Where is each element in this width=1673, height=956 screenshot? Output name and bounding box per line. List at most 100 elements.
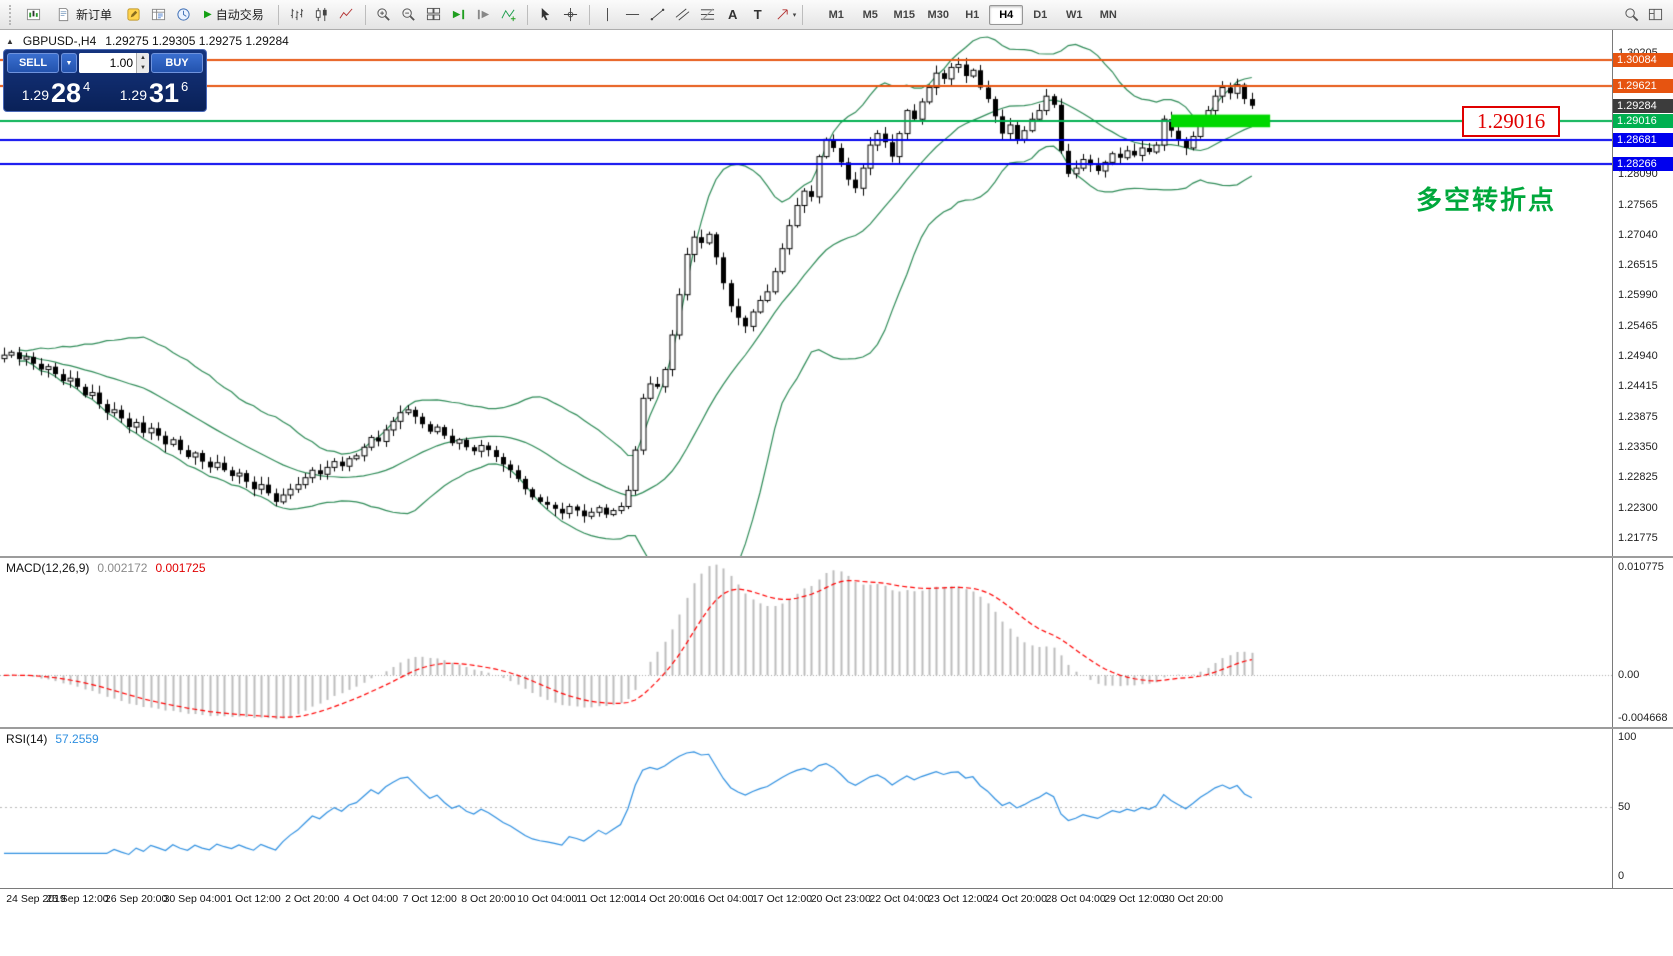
- indicator-scale-label: 100: [1618, 731, 1637, 743]
- shapes-dropdown-caret[interactable]: ▾: [792, 11, 797, 19]
- rsi-value: 57.2559: [55, 732, 99, 746]
- bid-price[interactable]: 1.29 28 4: [7, 78, 105, 108]
- time-tick-label: 28 Oct 04:00: [1045, 893, 1106, 905]
- main-chart-canvas[interactable]: [0, 30, 1612, 556]
- price-tick: 1.28090: [1618, 168, 1658, 181]
- rsi-panel: RSI(14) 57.2559 100 50 0: [0, 729, 1673, 888]
- time-tick-label: 22 Oct 04:00: [869, 893, 930, 905]
- price-tick: 1.22825: [1618, 471, 1658, 484]
- macd-value-main: 0.002172: [97, 561, 148, 575]
- timeframe-button-m1[interactable]: M1: [828, 8, 844, 21]
- macd-panel: MACD(12,26,9) 0.002172 0.001725 0.010775…: [0, 558, 1673, 727]
- bid-price-small: 1.29: [21, 87, 49, 103]
- text-tool[interactable]: A: [728, 7, 738, 22]
- new-order-button[interactable]: 新订单: [46, 4, 120, 26]
- chart-shift-button[interactable]: [472, 3, 496, 27]
- time-tick-label: 24 Oct 20:00: [986, 893, 1047, 905]
- time-tick-label: 30 Sep 04:00: [163, 893, 227, 905]
- trendline-tool[interactable]: [646, 3, 670, 27]
- bid-price-sup: 4: [83, 79, 91, 94]
- fibonacci-tool[interactable]: [696, 3, 720, 27]
- autotrading-play-icon: ▶: [204, 9, 212, 20]
- time-tick-label: 26 Sep 20:00: [104, 893, 168, 905]
- time-axis-labels: 24 Sep 2019 25 Sep 12:00 26 Sep 20:00 30 Se…: [0, 889, 1612, 956]
- price-tick: 1.27565: [1618, 198, 1658, 211]
- timeframe-button-w1[interactable]: W1: [1066, 8, 1083, 21]
- time-tick-label: 7 Oct 12:00: [402, 893, 457, 905]
- new-order-label: 新订单: [76, 8, 113, 22]
- autotrading-label: 自动交易: [215, 8, 264, 22]
- zoom-out-button[interactable]: [397, 3, 421, 27]
- price-level-label: 1.30084: [1613, 52, 1673, 67]
- one-click-trading-panel: SELL ▼ ▲ ▼ BUY 1.29 28 4 1.2: [3, 49, 207, 112]
- new-chart-icon[interactable]: [21, 3, 45, 27]
- timeframe-button-mn[interactable]: MN: [1099, 8, 1117, 21]
- tile-windows-button[interactable]: [422, 3, 446, 27]
- horizontal-line-tool[interactable]: [621, 3, 645, 27]
- price-callout-label[interactable]: 1.29016: [1462, 106, 1561, 137]
- volume-input[interactable]: [79, 53, 136, 73]
- price-tick: 1.21775: [1618, 531, 1658, 544]
- price-tick: 1.23875: [1618, 411, 1658, 424]
- auto-scroll-button[interactable]: [447, 3, 471, 27]
- history-center-icon[interactable]: [171, 3, 195, 27]
- text-label-tool[interactable]: T: [753, 7, 762, 22]
- indicator-scale-label: 0.00: [1618, 669, 1640, 682]
- sell-options-dropdown[interactable]: ▼: [61, 53, 77, 73]
- macd-canvas[interactable]: [0, 558, 1612, 727]
- time-axis[interactable]: 24 Sep 2019 25 Sep 12:00 26 Sep 20:00 30 Se…: [0, 888, 1673, 956]
- market-watch-icon[interactable]: [146, 3, 170, 27]
- price-tick: 1.24415: [1618, 379, 1658, 392]
- time-tick-label: 2 Oct 20:00: [285, 893, 340, 905]
- line-chart-button[interactable]: [335, 3, 359, 27]
- time-tick-label: 1 Oct 12:00: [226, 893, 281, 905]
- channel-tool[interactable]: [671, 3, 695, 27]
- one-click-toggle-icon[interactable]: ▲: [6, 36, 14, 46]
- timeframe-button-h1[interactable]: H1: [965, 8, 980, 21]
- timeframe-button-m30[interactable]: M30: [927, 8, 949, 21]
- cursor-button[interactable]: [534, 3, 558, 27]
- annotation-text[interactable]: 多空转折点: [1416, 185, 1557, 215]
- timeframe-button-d1[interactable]: D1: [1033, 8, 1048, 21]
- rsi-canvas[interactable]: [0, 729, 1612, 888]
- vertical-line-tool[interactable]: [596, 3, 620, 27]
- macd-header: MACD(12,26,9) 0.002172 0.001725: [6, 561, 206, 575]
- arrows-shapes-tool[interactable]: [771, 3, 795, 27]
- metaeditor-icon[interactable]: [121, 3, 145, 27]
- bid-price-big: 28: [50, 78, 82, 108]
- price-level-label: 1.29621: [1613, 79, 1673, 94]
- ask-price[interactable]: 1.29 31 6: [105, 79, 203, 107]
- volume-increase-button[interactable]: ▲: [137, 53, 149, 63]
- toolbar: 新订单 ▶ 自动交易: [0, 0, 1673, 30]
- time-tick-label: 25 Sep 12:00: [46, 893, 109, 905]
- price-level-label: 1.29284: [1613, 98, 1673, 113]
- volume-decrease-button[interactable]: ▼: [137, 63, 149, 73]
- price-level-label: 1.29016: [1613, 114, 1673, 129]
- time-tick-label: 16 Oct 04:00: [693, 893, 754, 905]
- autotrading-button[interactable]: ▶ 自动交易: [196, 4, 272, 26]
- timeframe-button-m5[interactable]: M5: [862, 8, 878, 21]
- sell-button[interactable]: SELL: [7, 53, 59, 73]
- panel-splitter[interactable]: [0, 727, 1673, 729]
- time-tick-label: 17 Oct 12:00: [751, 893, 813, 905]
- candlestick-chart-button[interactable]: [310, 3, 334, 27]
- rsi-header: RSI(14) 57.2559: [6, 732, 99, 746]
- indicators-button[interactable]: [497, 3, 521, 27]
- price-level-label: 1.28681: [1613, 133, 1673, 148]
- price-tick: 1.24940: [1618, 349, 1658, 362]
- timeframe-button-h4[interactable]: H4: [989, 4, 1024, 25]
- crosshair-button[interactable]: [559, 3, 583, 27]
- panel-splitter[interactable]: [0, 556, 1673, 558]
- main-price-axis[interactable]: 1.302051.280901.275651.270401.265151.259…: [1612, 30, 1673, 556]
- chart-layout-icon[interactable]: [1643, 3, 1667, 27]
- toolbar-right-group: [1619, 3, 1667, 27]
- search-icon[interactable]: [1619, 3, 1643, 27]
- toolbar-grip: [9, 4, 17, 25]
- price-tick: 1.25465: [1618, 319, 1658, 332]
- rsi-axis[interactable]: 100 50 0: [1612, 729, 1673, 888]
- macd-axis[interactable]: 0.010775 0.00 -0.004668: [1612, 558, 1673, 727]
- ohlc-bars-button[interactable]: [285, 3, 309, 27]
- buy-button[interactable]: BUY: [151, 53, 203, 73]
- timeframe-button-m15[interactable]: M15: [893, 8, 915, 21]
- zoom-in-button[interactable]: [372, 3, 396, 27]
